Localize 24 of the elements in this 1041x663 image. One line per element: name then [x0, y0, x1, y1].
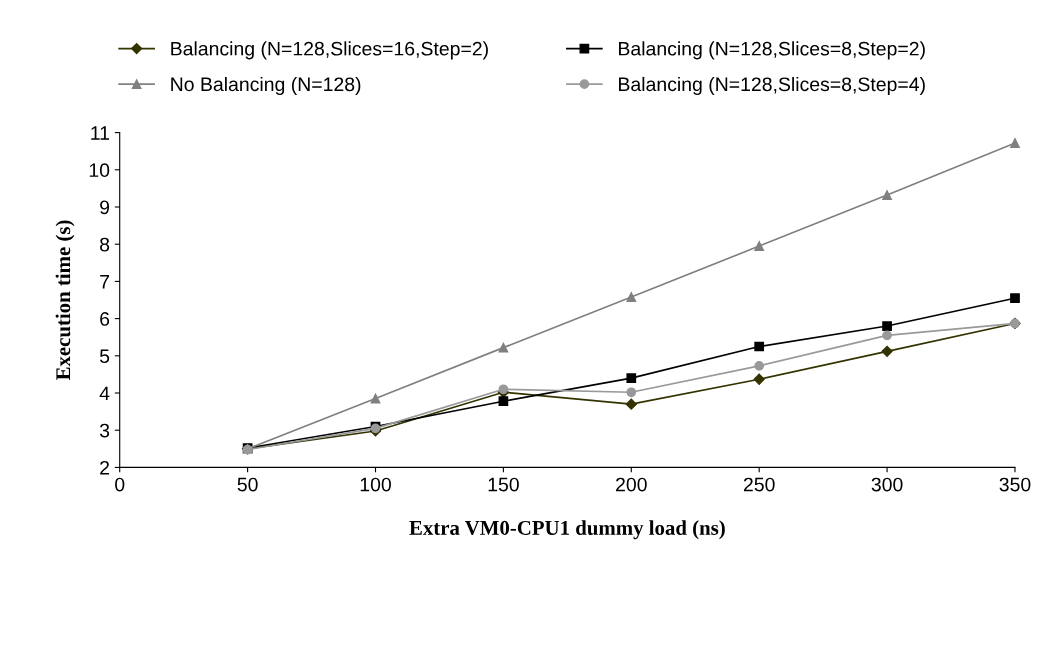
y-axis-title: Execution time (s): [55, 220, 75, 381]
x-tick-label: 150: [488, 477, 519, 492]
y-tick-label: 10: [89, 163, 110, 178]
x-tick-label: 250: [743, 477, 775, 492]
legend-label: No Balancing (N=128): [171, 76, 361, 96]
x-tick-label: 300: [871, 477, 903, 492]
legend-label: Balancing (N=128,Slices=8,Step=4): [619, 76, 925, 96]
x-tick-label: 0: [115, 477, 125, 492]
y-tick-label: 5: [99, 349, 110, 364]
x-axis-title: Extra VM0-CPU1 dummy load (ns): [409, 520, 725, 540]
legend-label: Balancing (N=128,Slices=8,Step=2): [619, 41, 925, 60]
y-tick-label: 8: [100, 237, 110, 252]
x-tick-label: 200: [616, 477, 647, 492]
y-tick-label: 3: [99, 423, 110, 438]
y-tick-label: 4: [99, 386, 110, 401]
y-tick-label: 2: [100, 460, 110, 475]
x-tick-label: 100: [360, 477, 391, 492]
legend-label: Balancing (N=128,Slices=16,Step=2): [171, 41, 488, 60]
y-tick-label: 7: [100, 275, 110, 289]
y-tick-label: 9: [100, 200, 110, 215]
x-tick-label: 50: [237, 477, 258, 492]
y-tick-label: 6: [100, 312, 110, 326]
y-tick-label: 11: [91, 126, 110, 140]
x-tick-label: 350: [999, 477, 1031, 492]
